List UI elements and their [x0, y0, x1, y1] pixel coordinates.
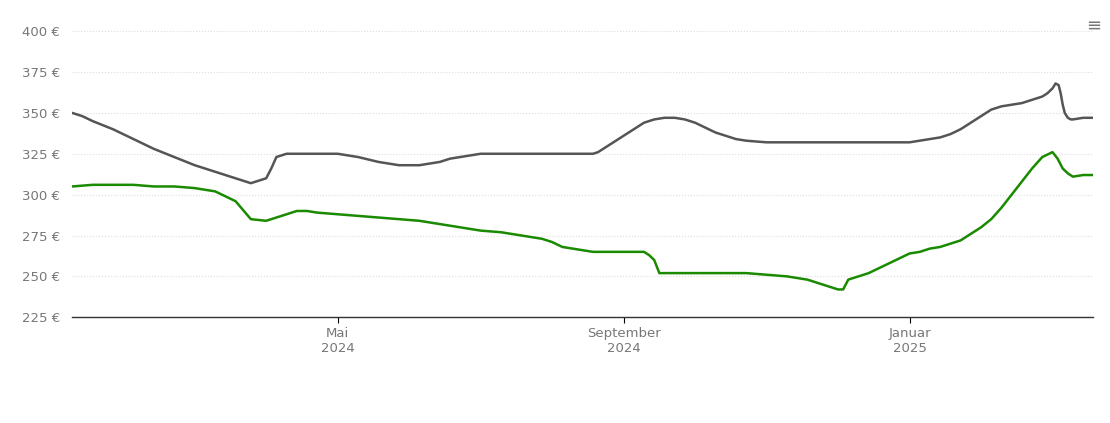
- Text: ≡: ≡: [1086, 17, 1101, 35]
